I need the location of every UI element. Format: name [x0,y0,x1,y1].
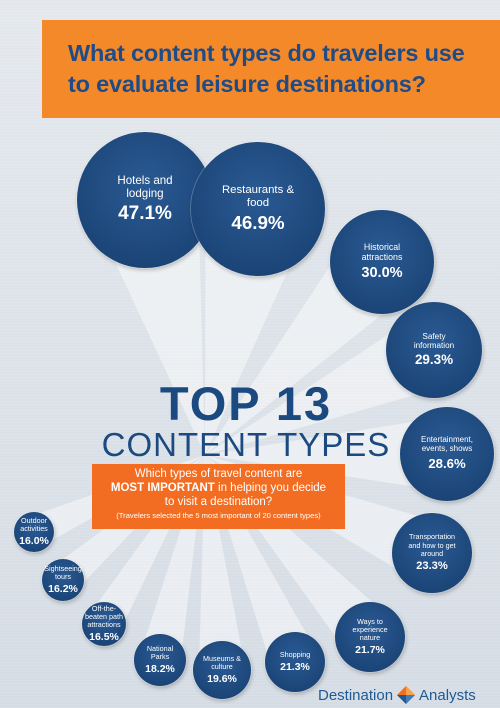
bubble-5: Entertainment, events, shows 28.6% [400,407,494,501]
question-line-3: to visit a destination? [164,496,273,508]
bubble-value: 23.3% [416,559,448,572]
bubble-7: Ways to experience nature 21.7% [335,602,405,672]
bubble-value: 18.2% [145,663,175,676]
bubble-9: Museums & culture 19.6% [193,641,251,699]
survey-question-box: Which types of travel content are MOST I… [92,464,345,529]
bubble-1: Hotels and lodging 47.1% [77,132,213,268]
question-line-2-rest: in helping you decide [214,482,327,494]
bubble-8: Shopping 21.3% [265,632,325,692]
title-banner: What content types do travelers use to e… [42,20,500,118]
bubble-12: Sightseeing tours 16.2% [42,559,84,601]
question-note: (Travelers selected the 5 most important… [116,511,321,520]
bubble-value: 21.3% [280,660,310,673]
bubble-label: Sightseeing tours [44,563,82,581]
bubble-label: Safety information [413,332,455,351]
bubble-label: National Parks [146,643,174,661]
diamond-logo-icon [397,686,416,704]
bubble-value: 19.6% [207,673,237,686]
bubble-label: Shopping [279,649,311,659]
headline-subtitle: CONTENT TYPES [101,426,391,463]
bubble-label: Ways to experience nature [352,616,388,642]
bubble-value: 29.3% [414,352,454,368]
bubble-value: 16.5% [89,631,119,644]
question-line-2: MOST IMPORTANT in helping you decide [92,481,345,495]
bubble-label: Museums & culture [203,653,241,671]
bubble-label: Outdoor activities [20,515,48,533]
bubble-value: 21.7% [355,644,385,657]
bubble-label: Restaurants & food [221,184,295,210]
bubble-label: Off-the-beaten path attractions [85,603,123,629]
brand-word-1: Destination [318,686,394,704]
question-line-1: Which types of travel content are [134,468,303,480]
bubble-13: Outdoor activities 16.0% [14,512,54,552]
bubble-value: 16.2% [48,583,78,596]
bubble-6: Transportation and how to get around 23.3% [392,513,472,593]
brand-word-2: Analysts [419,686,476,704]
bubble-value: 16.0% [19,535,49,548]
bubble-value: 28.6% [428,456,466,472]
title-line-1: What content types do travelers use [68,40,465,66]
bubble-value: 47.1% [118,203,172,225]
bubble-3: Historical attractions 30.0% [330,210,434,314]
headline-title: TOP 13 [159,377,333,430]
bubble-value: 30.0% [361,264,403,281]
bubble-label: Entertainment, events, shows [421,435,473,454]
bubble-10: National Parks 18.2% [134,634,186,686]
title-line-2: to evaluate leisure destinations? [68,71,426,97]
bubble-value: 46.9% [231,211,285,233]
brand-logo: Destination Analysts [318,684,476,706]
bubble-2: Restaurants & food 46.9% [191,142,325,276]
fan-ray [205,416,448,492]
bubble-label: Historical attractions [361,241,403,262]
bubble-label: Transportation and how to get around [408,532,456,558]
bubble-11: Off-the-beaten path attractions 16.5% [82,602,126,646]
bubble-4: Safety information 29.3% [386,302,482,398]
bubble-label: Hotels and lodging [117,175,173,201]
question-emphasis: MOST IMPORTANT [110,482,215,494]
